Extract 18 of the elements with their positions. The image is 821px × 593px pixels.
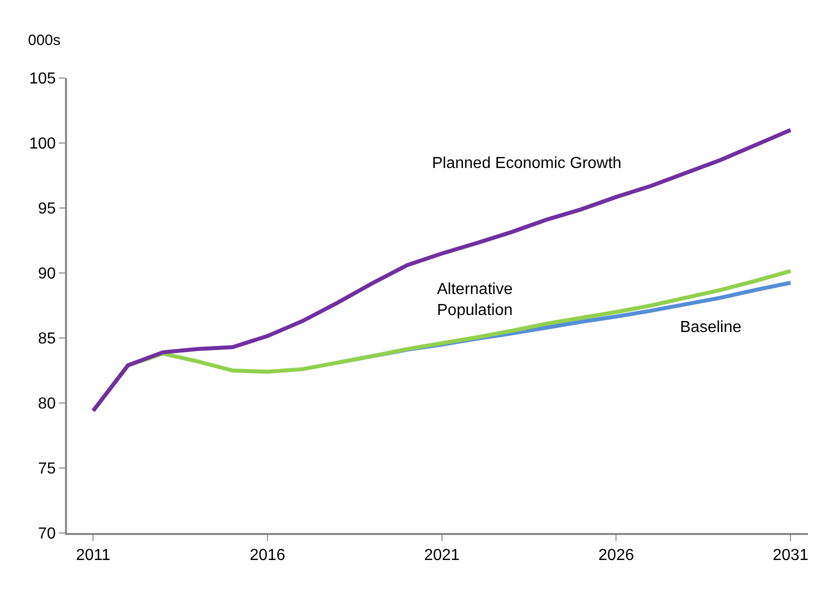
series-label: Baseline	[680, 319, 742, 336]
y-axis-title: 000s	[28, 32, 61, 49]
x-tick-label: 2031	[772, 547, 808, 564]
y-tick-label: 80	[38, 396, 56, 413]
y-tick-label: 105	[29, 70, 56, 88]
line-series	[91, 128, 793, 413]
y-tick-label: 95	[38, 200, 56, 218]
y-tick-label: 75	[38, 460, 56, 478]
y-tick-label: 90	[38, 266, 56, 283]
y-tick-label: 100	[29, 136, 56, 153]
y-tick-label: 70	[38, 526, 56, 543]
x-tick-label: 2021	[424, 547, 460, 564]
series-label: Alternative Population	[437, 281, 513, 319]
x-tick-label: 2026	[598, 547, 634, 564]
series-label: Planned Economic Growth	[432, 155, 622, 172]
x-tick-label: 2011	[76, 547, 110, 564]
y-tick-label: 85	[38, 330, 56, 348]
x-tick-label: 2016	[250, 547, 286, 564]
